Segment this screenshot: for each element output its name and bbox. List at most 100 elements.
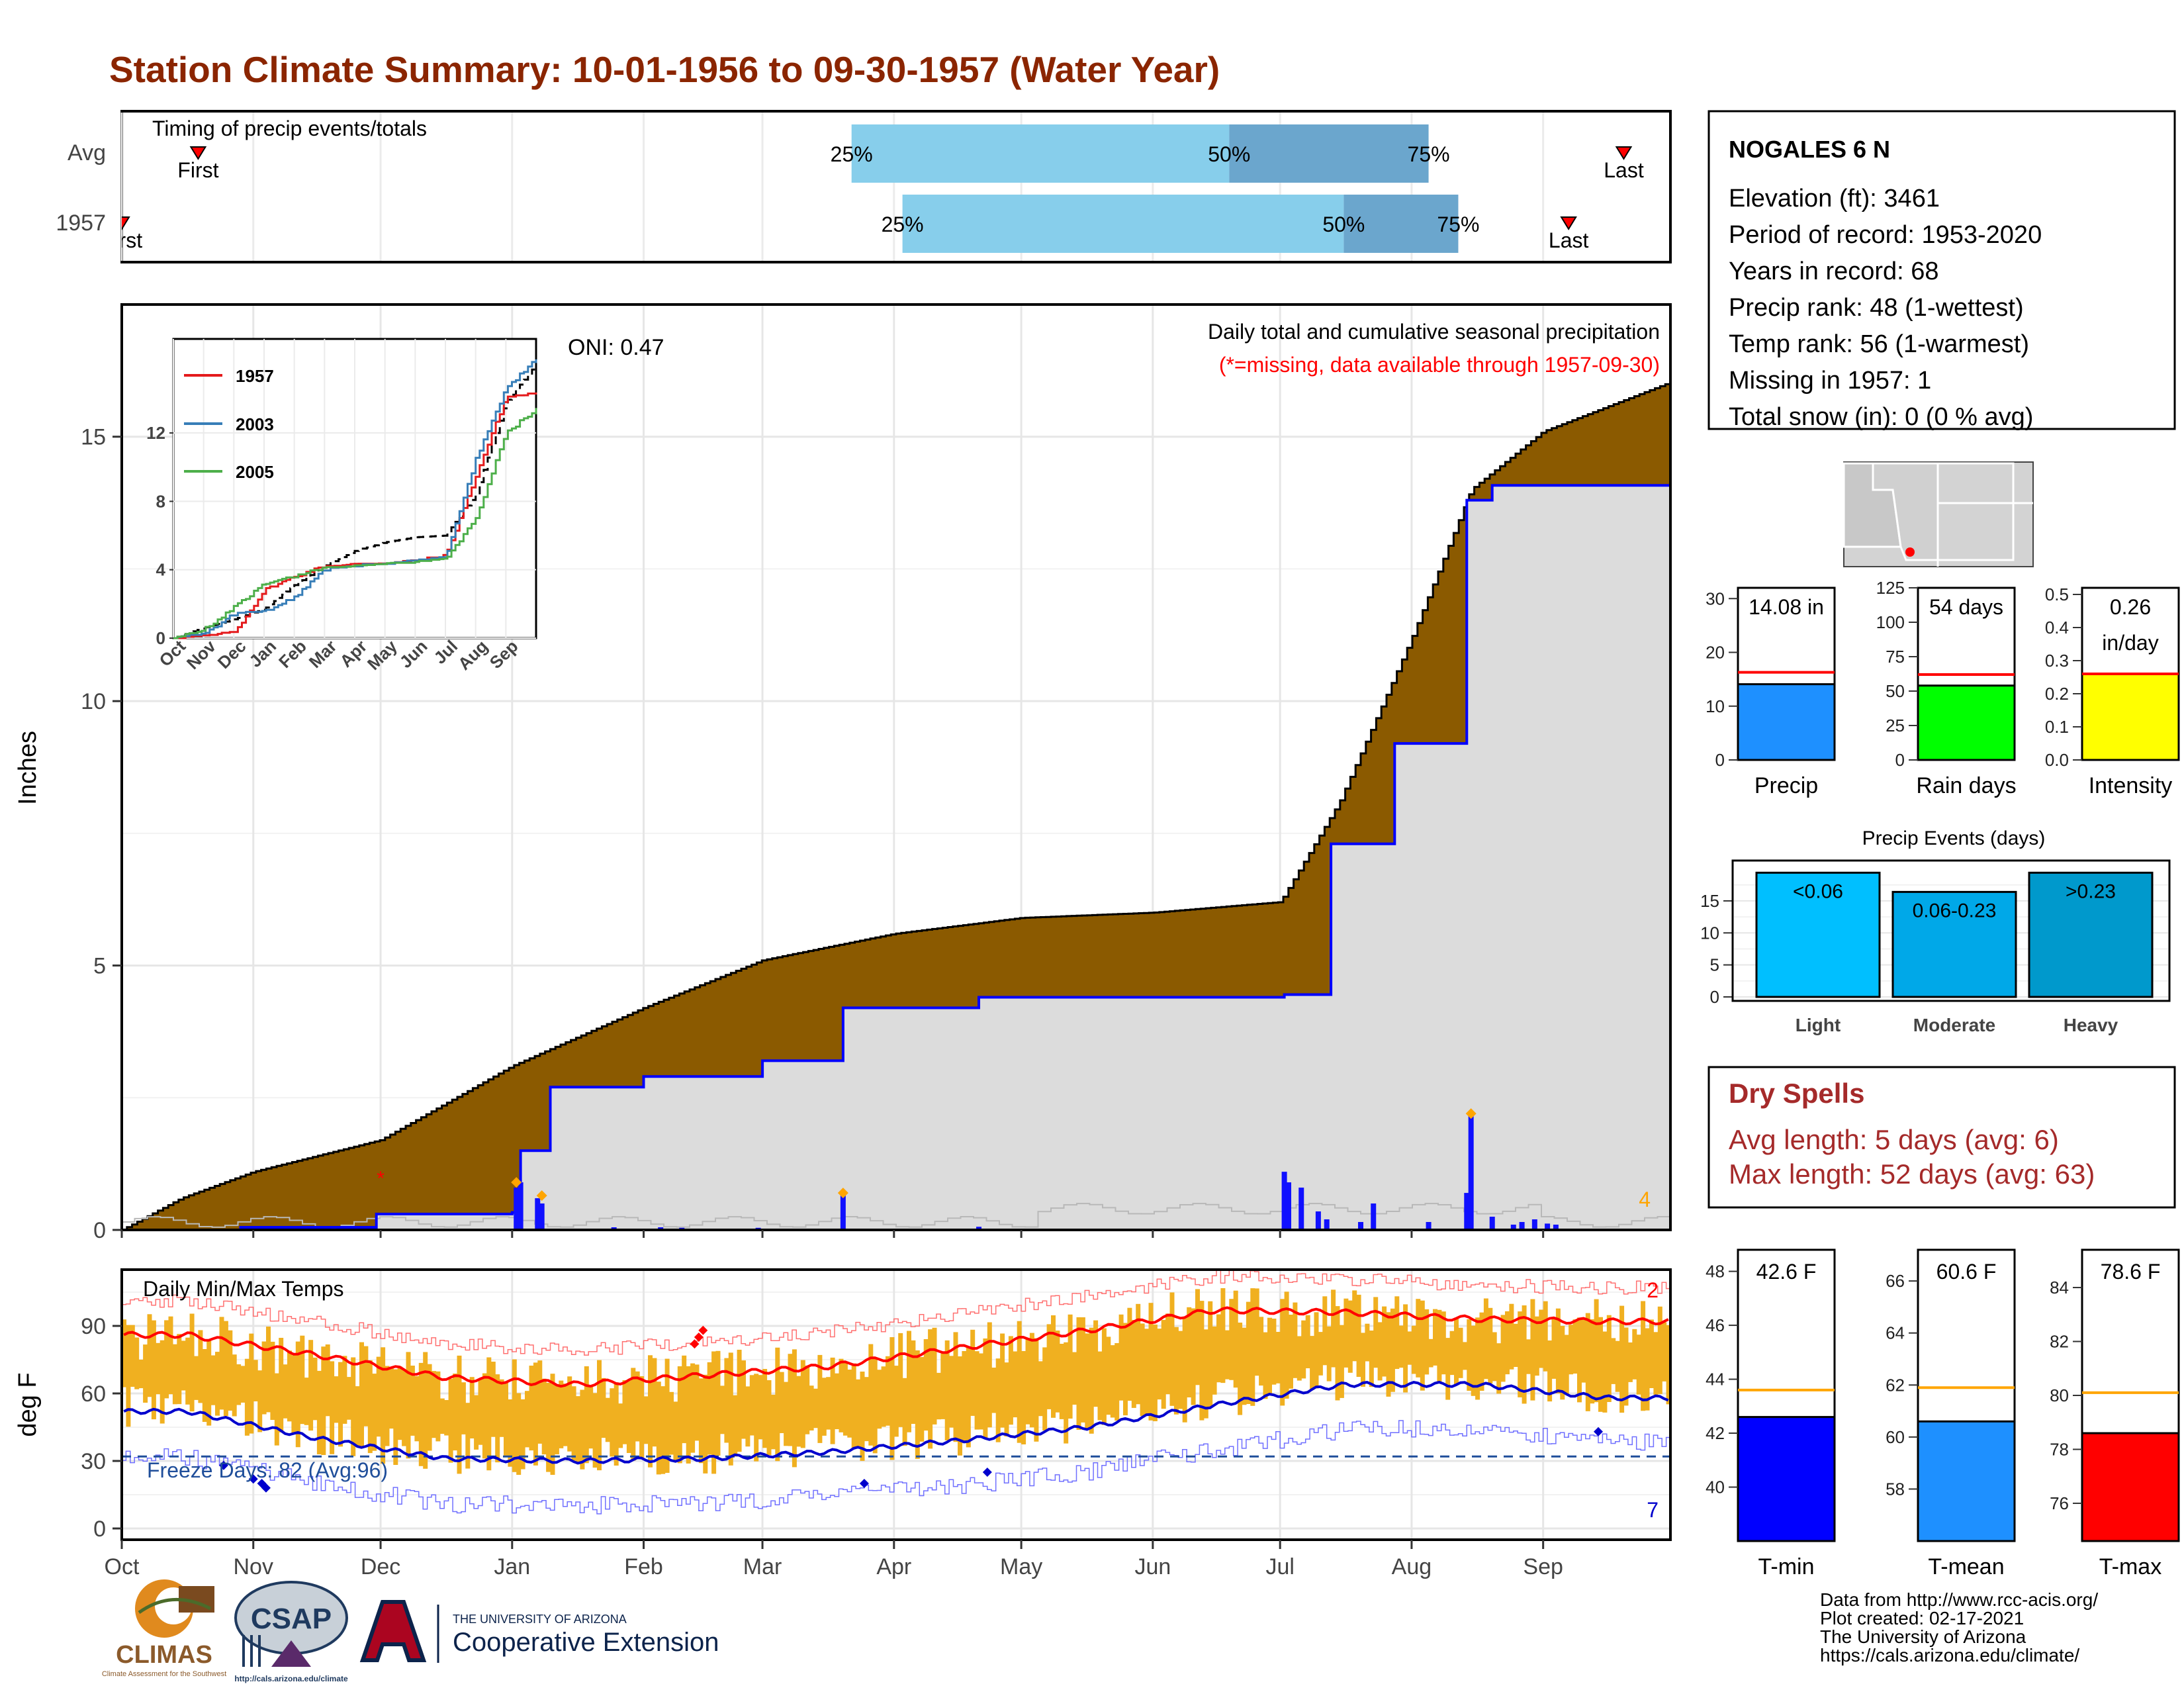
daily-temp-range	[749, 1375, 754, 1436]
daily-temp-range	[1195, 1289, 1200, 1385]
daily-temp-range	[872, 1359, 878, 1454]
daily-temp-range	[270, 1341, 275, 1420]
daily-temp-range	[877, 1370, 882, 1429]
main-subtitle: Daily total and cumulative seasonal prec…	[1208, 320, 1660, 344]
daily-temp-range	[1275, 1332, 1281, 1383]
daily-temp-range	[418, 1362, 424, 1466]
precip-event-category: Heavy	[2064, 1015, 2118, 1035]
daily-temp-range	[397, 1366, 402, 1440]
hot-days-count: 2	[1647, 1278, 1659, 1302]
events-tick-label: 5	[1710, 955, 1719, 975]
daily-temp-range	[385, 1366, 390, 1446]
station-name: NOGALES 6 N	[1729, 136, 1890, 163]
record-low-marker	[218, 1460, 228, 1470]
mini-bar-value-label: 14.08 in	[1749, 595, 1824, 619]
daily-temp-range	[614, 1382, 619, 1466]
daily-temp-range	[359, 1342, 364, 1448]
daily-temp-range	[1017, 1321, 1022, 1443]
daily-temp-range	[1662, 1322, 1667, 1382]
daily-temp-range	[728, 1352, 733, 1466]
daily-temp-range	[571, 1386, 576, 1461]
daily-temp-range	[1182, 1318, 1187, 1423]
daily-temp-range	[1187, 1307, 1192, 1397]
inset-line-2005	[173, 408, 537, 639]
daily-precip-bar	[518, 1182, 523, 1230]
daily-temp-range	[1093, 1320, 1099, 1407]
record-low-marker	[248, 1474, 258, 1484]
daily-temp-range	[240, 1366, 246, 1403]
daily-temp-range	[1284, 1291, 1289, 1399]
daily-temp-range	[673, 1401, 678, 1462]
daily-precip-bar	[1531, 1219, 1537, 1230]
locator-map	[1843, 461, 2034, 567]
timing-last-marker	[1615, 146, 1633, 160]
timing-p50-label: 50%	[1208, 142, 1250, 166]
daily-temp-range	[151, 1320, 156, 1420]
daily-temp-range	[376, 1356, 381, 1437]
daily-temp-range	[465, 1403, 471, 1469]
temp-bar-tick-label: 58	[1886, 1479, 1905, 1499]
record-high-marker	[694, 1333, 704, 1342]
daily-temp-range	[423, 1352, 428, 1469]
daily-temp-range	[1390, 1308, 1395, 1392]
daily-precip-bar	[1468, 1113, 1474, 1230]
daily-temp-range	[1068, 1314, 1073, 1419]
daily-temp-range	[1238, 1323, 1243, 1415]
timing-p25-label: 25%	[831, 142, 873, 166]
daily-temp-range	[338, 1362, 343, 1447]
daily-temp-range	[236, 1364, 242, 1405]
daily-temp-range	[486, 1357, 492, 1471]
daily-temp-range	[631, 1368, 636, 1461]
temp-y-tick-label: 0	[93, 1517, 106, 1542]
daily-temp-range	[1229, 1299, 1234, 1380]
daily-temp-range	[1449, 1331, 1455, 1376]
daily-temp-range	[414, 1376, 420, 1442]
daily-temp-range	[1224, 1330, 1230, 1380]
daily-temp-range	[567, 1376, 572, 1452]
temp-bar-value-label: 42.6 F	[1756, 1260, 1817, 1284]
precip-events-title: Precip Events (days)	[1862, 827, 2046, 849]
temp-bar-tick-label: 48	[1706, 1262, 1725, 1282]
temp-y-tick-label: 90	[81, 1314, 106, 1339]
daily-temp-range	[770, 1394, 776, 1450]
daily-temp-range	[457, 1355, 462, 1474]
daily-temp-range	[1059, 1344, 1064, 1419]
daily-temp-range	[580, 1389, 585, 1470]
daily-temp-range	[1386, 1312, 1391, 1397]
daily-temp-range	[1216, 1314, 1221, 1383]
daily-temp-range	[898, 1333, 903, 1427]
daily-precip-bar	[1553, 1225, 1559, 1230]
daily-temp-range	[911, 1340, 916, 1424]
daily-temp-range	[1539, 1309, 1544, 1368]
daily-temp-range	[444, 1400, 449, 1436]
daily-temp-range	[1522, 1305, 1527, 1404]
daily-temp-range	[809, 1385, 814, 1430]
inset-normal-line	[173, 364, 537, 639]
daily-precip-bar	[1489, 1217, 1495, 1230]
daily-temp-range	[1518, 1311, 1523, 1397]
temp-bar-tick-label: 84	[2050, 1278, 2069, 1297]
daily-temp-range	[1110, 1345, 1115, 1418]
timing-first-label: First	[101, 228, 142, 252]
inset-chart: 04812OctNovDecJanFebMarAprMayJunJulAugSe…	[146, 338, 537, 674]
daily-temp-range	[308, 1340, 314, 1431]
daily-temp-range	[1445, 1338, 1451, 1400]
daily-temp-range	[1115, 1343, 1120, 1421]
daily-temp-range	[1492, 1332, 1497, 1382]
month-tick-label: Aug	[1392, 1554, 1432, 1579]
daily-temp-range	[584, 1366, 589, 1464]
daily-temp-range	[1369, 1331, 1374, 1387]
daily-temp-range	[1097, 1351, 1103, 1421]
daily-temp-range	[1424, 1309, 1430, 1375]
legend-label-1957: 1957	[236, 366, 274, 386]
freeze-days-label: Freeze Days: 82 (Avg:96)	[147, 1458, 388, 1482]
legend-label-2005: 2005	[236, 462, 274, 482]
timing-row-year-label: 1957	[56, 211, 106, 236]
mini-bar-tick-label: 0.1	[2045, 717, 2069, 737]
daily-temp-range	[1411, 1325, 1416, 1374]
daily-temp-range	[316, 1370, 322, 1454]
daily-temp-range	[1564, 1335, 1569, 1395]
oni-label: ONI: 0.47	[568, 335, 664, 360]
precip-event-bar	[1755, 871, 1881, 998]
dry-spells-max: Max length: 52 days (avg: 63)	[1729, 1158, 2095, 1190]
